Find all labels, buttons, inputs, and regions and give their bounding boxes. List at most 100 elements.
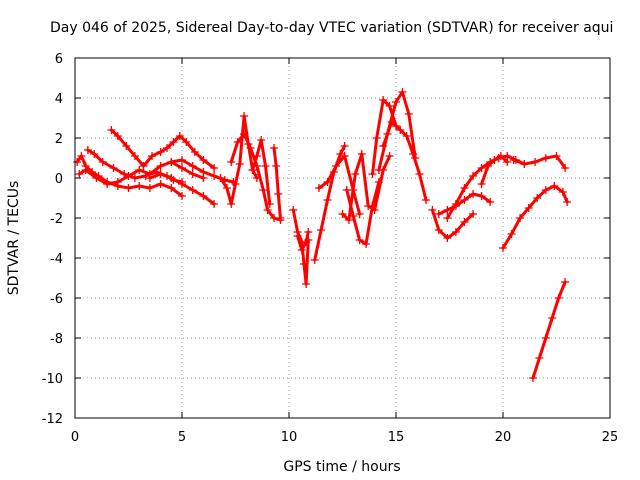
data-point [336, 150, 345, 158]
y-axis-label: SDTVAR / TECUs [6, 181, 22, 296]
data-point [357, 150, 366, 158]
data-point [340, 142, 349, 150]
data-point [443, 234, 452, 242]
data-point [351, 170, 360, 178]
data-point [83, 146, 92, 154]
data-point [299, 260, 308, 268]
data-point [122, 142, 131, 150]
data-point [507, 230, 516, 238]
series-arc-16 [342, 178, 383, 248]
y-tick-label: 2 [55, 132, 63, 147]
series-arc-14 [314, 152, 364, 218]
data-point [156, 180, 165, 188]
label-layer: 0 5 10 15 20 25 -12 -10 -8 -6 -4 -2 0 2 4 6 [42, 52, 619, 445]
data-point [169, 138, 178, 146]
y-tick-label: 4 [55, 92, 63, 107]
data-point [434, 226, 443, 234]
data-point [443, 206, 452, 214]
data-point [167, 174, 176, 182]
data-point [75, 170, 84, 178]
data-point [113, 132, 122, 140]
data-point [199, 192, 208, 200]
series-arc-22 [443, 152, 529, 222]
data-point [248, 166, 257, 174]
data-point [289, 206, 298, 214]
data-point [421, 196, 430, 204]
data-point [404, 110, 413, 118]
data-point [188, 170, 197, 178]
data-point [231, 180, 240, 188]
data-point [276, 214, 285, 222]
series-trace [272, 146, 282, 220]
y-tick-label: -2 [50, 212, 63, 227]
data-point [469, 172, 478, 180]
series-arc-4 [107, 126, 219, 172]
data-point [451, 200, 460, 208]
series-arc-21 [434, 190, 495, 218]
data-point [486, 198, 495, 206]
series-arc-19 [368, 96, 400, 178]
data-point [124, 172, 133, 180]
data-point [314, 184, 323, 192]
series-arc-13 [310, 142, 349, 264]
x-tick-label: 0 [71, 430, 79, 445]
data-point [368, 170, 377, 178]
data-point [550, 182, 559, 190]
chart-title: Day 046 of 2025, Sidereal Day-to-day VTE… [50, 20, 613, 36]
plot-frame [74, 57, 611, 419]
data-point [210, 164, 219, 172]
series-arc-12 [293, 228, 313, 254]
data-point [246, 144, 255, 152]
data-point [477, 192, 486, 200]
data-point [178, 156, 186, 164]
data-point [302, 280, 311, 288]
series-arc-25 [499, 182, 572, 252]
data-point [554, 294, 563, 302]
data-point [332, 162, 341, 170]
data-point [385, 102, 394, 110]
x-axis-label: GPS time / hours [283, 459, 400, 475]
data-point [520, 160, 529, 168]
data-point [490, 156, 499, 164]
data-point [259, 186, 268, 194]
data-point [240, 112, 249, 120]
data-point [434, 210, 443, 218]
data-point [561, 278, 570, 286]
data-point [342, 186, 351, 194]
data-point [175, 132, 184, 140]
series-arc-7 [216, 112, 261, 208]
data-point [392, 122, 400, 130]
data-point [477, 164, 486, 172]
data-point [379, 96, 388, 104]
data-point [90, 150, 99, 158]
data-point [396, 126, 405, 134]
x-tick-label: 10 [281, 430, 298, 445]
tick-layer [74, 57, 611, 419]
series-trace [445, 154, 526, 220]
series-arc-15 [338, 150, 394, 224]
data-point [156, 170, 165, 178]
data-point [460, 196, 469, 204]
data-point [167, 158, 176, 166]
series-arc-23 [477, 152, 512, 188]
data-point [443, 214, 452, 222]
data-point [379, 142, 388, 150]
data-point [178, 164, 186, 172]
data-point [528, 374, 537, 382]
data-point [533, 194, 542, 202]
data-point [499, 244, 507, 252]
data-point [496, 152, 505, 160]
data-point [107, 126, 116, 134]
data-point [349, 212, 358, 220]
data-point [392, 98, 400, 106]
data-point [310, 256, 319, 264]
series-trace [317, 154, 362, 216]
data-point [182, 138, 191, 146]
series-trace [296, 230, 310, 252]
data-point [524, 204, 533, 212]
data-point [199, 168, 208, 176]
data-point [323, 196, 332, 204]
data-point [190, 148, 199, 156]
